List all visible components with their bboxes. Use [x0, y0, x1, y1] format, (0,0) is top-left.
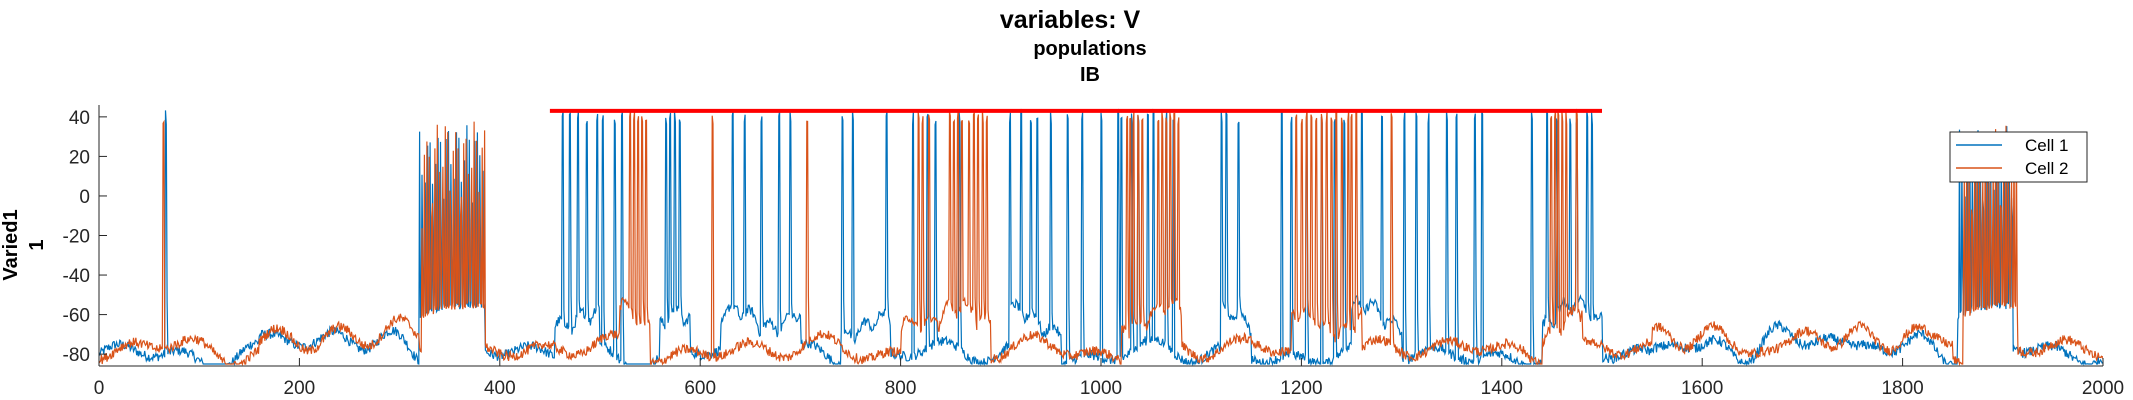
axes: 0 200 400 600 800 1000 1200 1400 1600 1800 2000402…	[63, 105, 2124, 399]
x-tick-label-1200: 1200	[1280, 378, 1322, 399]
legend-box	[1949, 131, 2088, 183]
chart-subtitle: populations	[1033, 38, 1146, 60]
y-tick-label--40: -40	[63, 266, 90, 287]
x-tick-label-400: 400	[484, 378, 516, 399]
series-cell-2	[99, 108, 2103, 366]
plot-area	[99, 108, 2103, 366]
x-tick-label-600: 600	[684, 378, 716, 399]
chart-title: variables: V	[1000, 6, 1141, 34]
legend: Cell 1 Cell 2	[1949, 131, 2088, 183]
y-axis-label-line2: 1	[26, 239, 48, 250]
legend-label-cell-1: Cell 1	[2025, 136, 2068, 155]
legend-label-cell-2: Cell 2	[2025, 159, 2068, 178]
series-cell-1	[99, 108, 2103, 366]
y-tick-label--60: -60	[63, 306, 90, 327]
y-tick-label-0: 0	[79, 187, 90, 208]
series-line-2	[99, 108, 2103, 366]
x-tick-label-200: 200	[284, 378, 316, 399]
chart-subtitle-2: IB	[1080, 64, 1100, 86]
x-tick-label-1800: 1800	[1881, 378, 1923, 399]
x-tick-label-1400: 1400	[1481, 378, 1523, 399]
x-tick-label-1600: 1600	[1681, 378, 1723, 399]
y-tick-label--80: -80	[63, 345, 90, 366]
x-tick-label-1000: 1000	[1080, 378, 1122, 399]
y-tick-label-20: 20	[69, 147, 90, 168]
y-axis-label: Varied1 1	[0, 209, 48, 280]
y-axis-label-line1: Varied1	[0, 209, 22, 280]
y-tick-label--20: -20	[63, 227, 90, 248]
x-tick-label-800: 800	[885, 378, 917, 399]
series-line-1	[99, 108, 2103, 366]
y-tick-label-40: 40	[69, 108, 90, 129]
x-tick-label-0: 0	[94, 378, 105, 399]
x-tick-label-2000: 2000	[2082, 378, 2124, 399]
